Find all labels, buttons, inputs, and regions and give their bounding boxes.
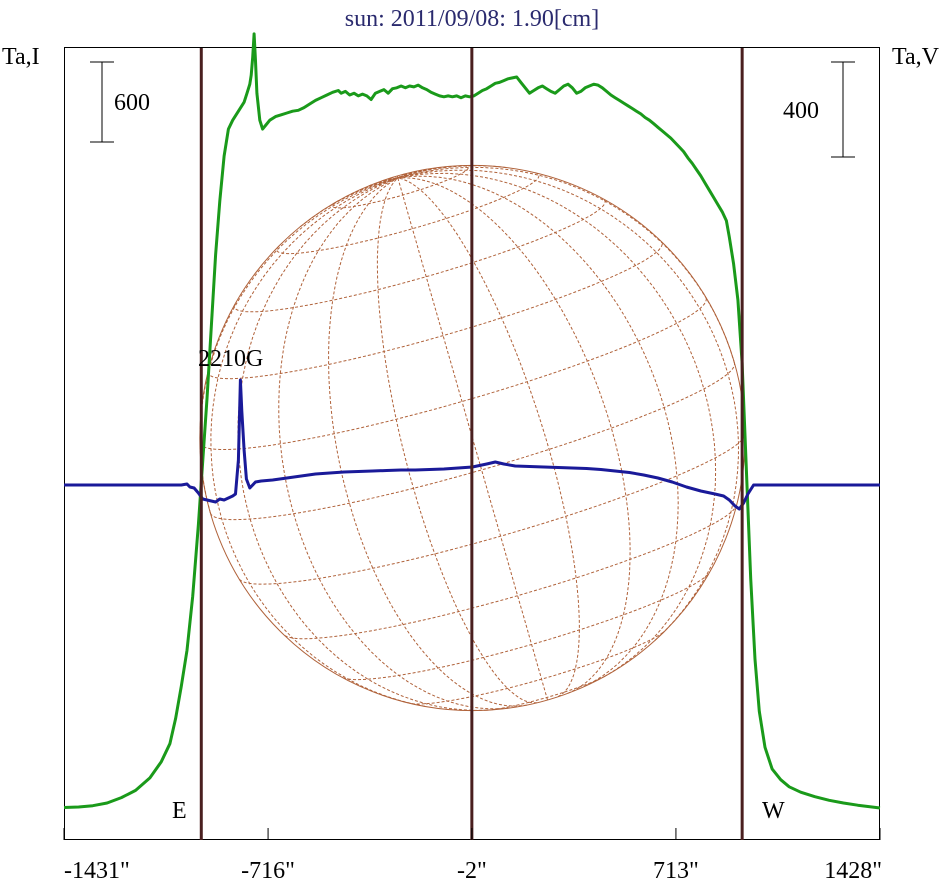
latitude-line: [411, 630, 666, 705]
x-tick-label: 713": [653, 858, 699, 884]
longitude-line: [397, 169, 740, 641]
longitude-line: [396, 175, 399, 179]
longitude-line: [397, 173, 405, 179]
longitude-line: [397, 168, 427, 179]
x-tick-label: -716": [241, 858, 295, 884]
latitude-line: [233, 198, 606, 313]
longitude-line: [397, 166, 735, 364]
longitude-line: [300, 177, 399, 227]
longitude-line: [368, 177, 398, 187]
scale-bar-I-label: 600: [114, 90, 150, 116]
scale-bar-I: 600: [90, 61, 150, 143]
scale-bar-V-label: 400: [783, 98, 819, 124]
series-line-V: [64, 378, 880, 511]
longitude-line: [397, 177, 548, 701]
solar-disk-grid: [199, 164, 746, 712]
east-limb-label: E: [172, 798, 187, 824]
x-tick-label: -1431": [64, 858, 130, 884]
left-axis-label: Ta,I: [2, 44, 40, 70]
longitude-line: [278, 177, 509, 710]
longitude-line: [376, 177, 537, 704]
x-axis-ticks: -1431" -716" -2" 713" 1428": [63, 828, 882, 884]
latitude-line: [332, 165, 469, 209]
latitude-line: [284, 505, 737, 640]
series-line-I: [63, 32, 881, 810]
x-tick-label: 1428": [824, 858, 882, 884]
latitude-line: [276, 172, 540, 255]
longitude-line: [328, 177, 527, 707]
latitude-line: [207, 241, 663, 380]
longitude-line: [397, 177, 631, 694]
longitude-line: [397, 175, 679, 687]
longitude-line: [397, 172, 717, 677]
latitude-line: [209, 362, 736, 521]
scale-bar-V: 400: [783, 61, 855, 158]
active-region-annotation: 2210G: [198, 346, 263, 372]
x-tick-label: -2": [457, 858, 487, 884]
longitude-line: [210, 177, 426, 707]
chart-title: sun: 2011/09/08: 1.90[cm]: [345, 6, 599, 32]
right-axis-label: Ta,V: [892, 44, 940, 70]
longitude-line: [397, 177, 580, 698]
west-limb-label: W: [762, 798, 785, 824]
vertical-markers: [199, 48, 744, 840]
latitude-line: [239, 434, 746, 585]
longitude-line: [397, 165, 507, 179]
